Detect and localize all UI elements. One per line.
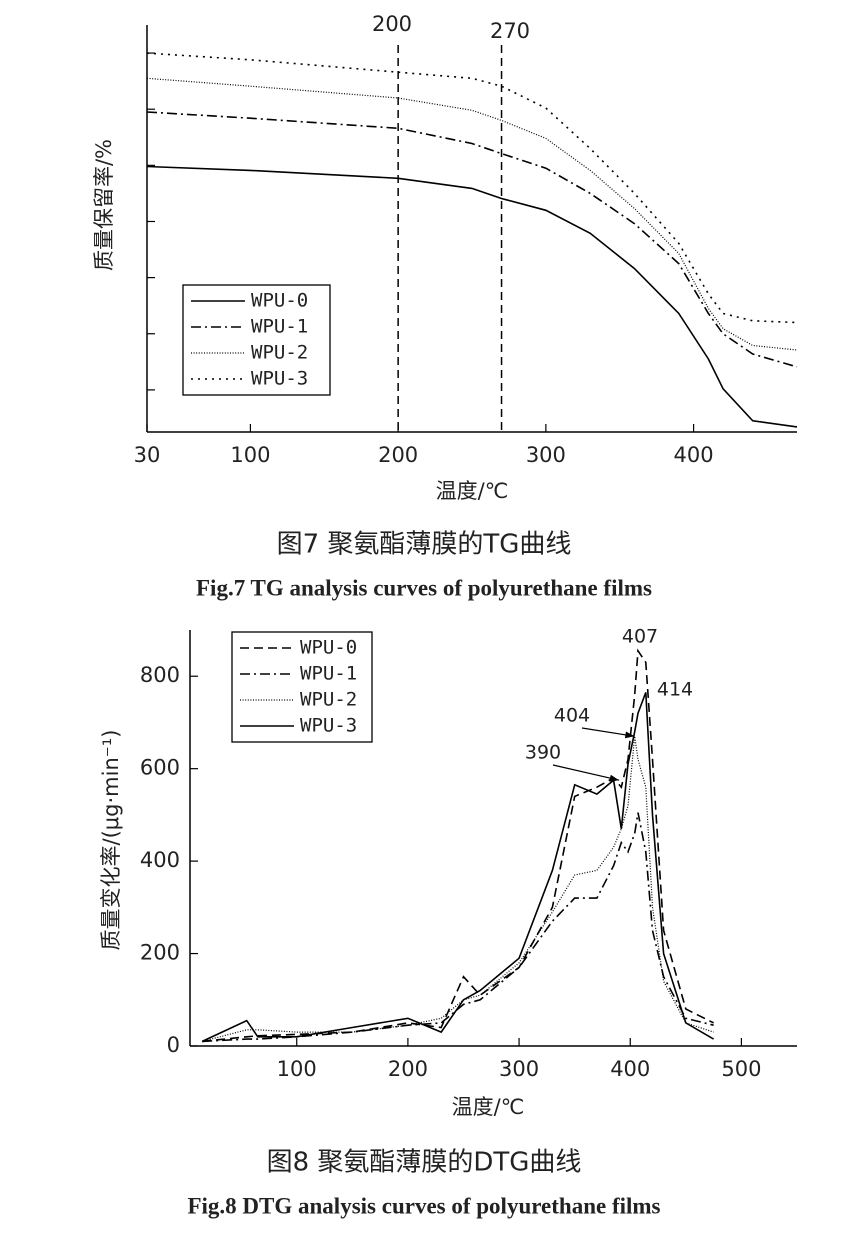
caption: 图8 聚氨酯薄膜的DTG曲线 bbox=[267, 1148, 582, 1178]
x-tick-label: 400 bbox=[674, 443, 714, 467]
legend-label: WPU-2 bbox=[251, 342, 308, 364]
y-tick-label: 400 bbox=[140, 848, 180, 872]
legend-box bbox=[231, 631, 373, 743]
x-tick-label: 500 bbox=[721, 1057, 761, 1081]
data-line bbox=[202, 736, 714, 1042]
y-tick-label: 800 bbox=[140, 663, 180, 687]
y-tick-label: 0 bbox=[167, 1033, 180, 1057]
legend-box bbox=[182, 284, 331, 396]
arrow-head bbox=[609, 774, 620, 782]
reference-label: 270 bbox=[490, 19, 530, 43]
legend-label: WPU-3 bbox=[300, 715, 357, 737]
data-line bbox=[201, 692, 715, 1043]
x-axis-label: 温度/℃ bbox=[452, 1095, 525, 1119]
data-line bbox=[202, 648, 714, 1043]
caption-en: Fig.8 DTG analysis curves of polyurethan… bbox=[187, 1193, 660, 1218]
x-tick-label: 300 bbox=[499, 1057, 539, 1081]
x-axis-label: 温度/℃ bbox=[436, 479, 509, 503]
annotation: 407 bbox=[622, 626, 658, 648]
reference-label: 200 bbox=[372, 12, 412, 36]
legend-label: WPU-1 bbox=[300, 663, 357, 685]
annotation: 390 bbox=[525, 742, 561, 764]
data-line bbox=[146, 77, 798, 351]
data-line bbox=[146, 111, 798, 368]
annotation: 404 bbox=[554, 705, 590, 727]
legend-label: WPU-1 bbox=[251, 316, 308, 338]
legend-label: WPU-0 bbox=[251, 290, 308, 312]
x-tick-label: 400 bbox=[610, 1057, 650, 1081]
annotation-arrow bbox=[552, 764, 620, 781]
y-axis-label: 质量保留率/% bbox=[92, 139, 116, 271]
y-tick-label: 600 bbox=[140, 756, 180, 780]
data-line bbox=[202, 812, 714, 1043]
legend-label: WPU-0 bbox=[300, 637, 357, 659]
caption-en: Fig.7 TG analysis curves of polyurethane… bbox=[196, 575, 652, 600]
data-line bbox=[146, 165, 798, 428]
x-tick-label: 100 bbox=[277, 1057, 317, 1081]
caption: 图7 聚氨酯薄膜的TG曲线 bbox=[277, 530, 572, 560]
arrow-head bbox=[624, 731, 635, 739]
annotation: 414 bbox=[657, 679, 693, 701]
x-tick-label: 30 bbox=[134, 443, 161, 467]
y-tick-label: 200 bbox=[140, 941, 180, 965]
x-tick-label: 100 bbox=[230, 443, 270, 467]
legend-label: WPU-2 bbox=[300, 689, 357, 711]
legend-label: WPU-3 bbox=[251, 368, 308, 390]
y-axis-label: 质量变化率/(μg·min⁻¹) bbox=[99, 730, 123, 951]
x-tick-label: 200 bbox=[388, 1057, 428, 1081]
x-tick-label: 300 bbox=[526, 443, 566, 467]
x-tick-label: 200 bbox=[378, 443, 418, 467]
